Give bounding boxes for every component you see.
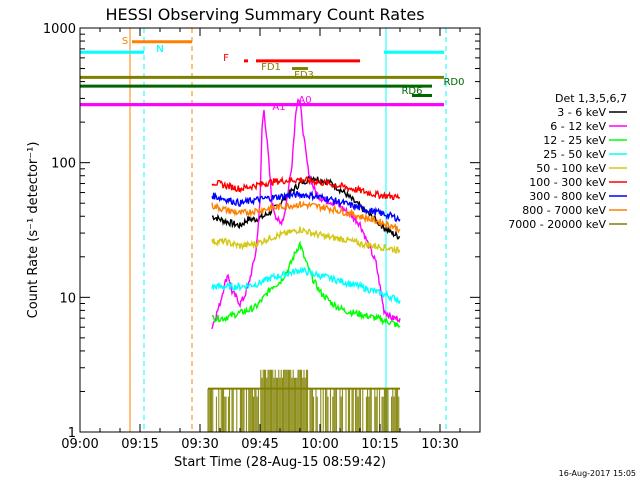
state-bar-label-10: A0: [298, 95, 311, 106]
state-bar-label-1: N: [156, 44, 163, 55]
y-tick-label: 1: [68, 426, 76, 441]
x-tick-label: 10:30: [421, 437, 458, 452]
y-tick-label: 1000: [43, 22, 76, 37]
legend-label-0: 3 - 6 keV: [557, 106, 606, 119]
state-bar-label-9: A1: [272, 102, 285, 113]
state-bar-label-2: N: [156, 44, 163, 55]
legend-label-5: 100 - 300 keV: [529, 176, 606, 189]
state-bar-label-8: RD6: [401, 86, 422, 97]
x-tick-label: 09:15: [121, 437, 158, 452]
series-line-7: [211, 200, 401, 234]
x-tick-label: 09:00: [61, 437, 98, 452]
y-axis-label: Count Rate (s⁻¹ detector⁻¹): [26, 142, 41, 319]
series-line-0: [211, 174, 401, 240]
series-line-5: [211, 175, 401, 201]
x-tick-label: 09:30: [181, 437, 218, 452]
legend-label-3: 25 - 50 keV: [543, 148, 606, 161]
legend-label-4: 50 - 100 keV: [536, 162, 606, 175]
legend-label-2: 12 - 25 keV: [543, 134, 606, 147]
y-tick-label: 100: [51, 157, 76, 172]
state-bar-label-5: FD1: [261, 62, 281, 73]
chart-title: HESSI Observing Summary Count Rates: [105, 5, 424, 24]
series-line-2: [211, 240, 401, 328]
x-tick-label: 10:00: [301, 437, 338, 452]
legend-title: Det 1,3,5,6,7: [555, 92, 627, 105]
legend-label-6: 300 - 800 keV: [529, 190, 606, 203]
state-bar-label-0: S: [122, 36, 128, 47]
x-axis-label: Start Time (28-Aug-15 08:59:42): [174, 455, 386, 470]
footer-timestamp: 16-Aug-2017 15:05: [559, 469, 636, 478]
legend-label-8: 7000 - 20000 keV: [508, 218, 606, 231]
series-line-3: [211, 266, 401, 305]
state-bar-label-7: RD0: [443, 77, 464, 88]
x-tick-label: 10:15: [361, 437, 398, 452]
x-tick-label: 09:45: [241, 437, 278, 452]
state-bar-label-6: FD3: [294, 70, 314, 81]
y-tick-label: 10: [59, 291, 76, 306]
series-line-6: [211, 190, 401, 223]
legend-label-1: 6 - 12 keV: [550, 120, 606, 133]
series-line-4: [211, 226, 401, 254]
state-bar-label-3: F: [223, 53, 229, 64]
legend-label-7: 800 - 7000 keV: [522, 204, 606, 217]
axes: 09:00 09:15 09:30 09:45 10:00 10:15 10:30 1 10 10…: [43, 22, 481, 452]
